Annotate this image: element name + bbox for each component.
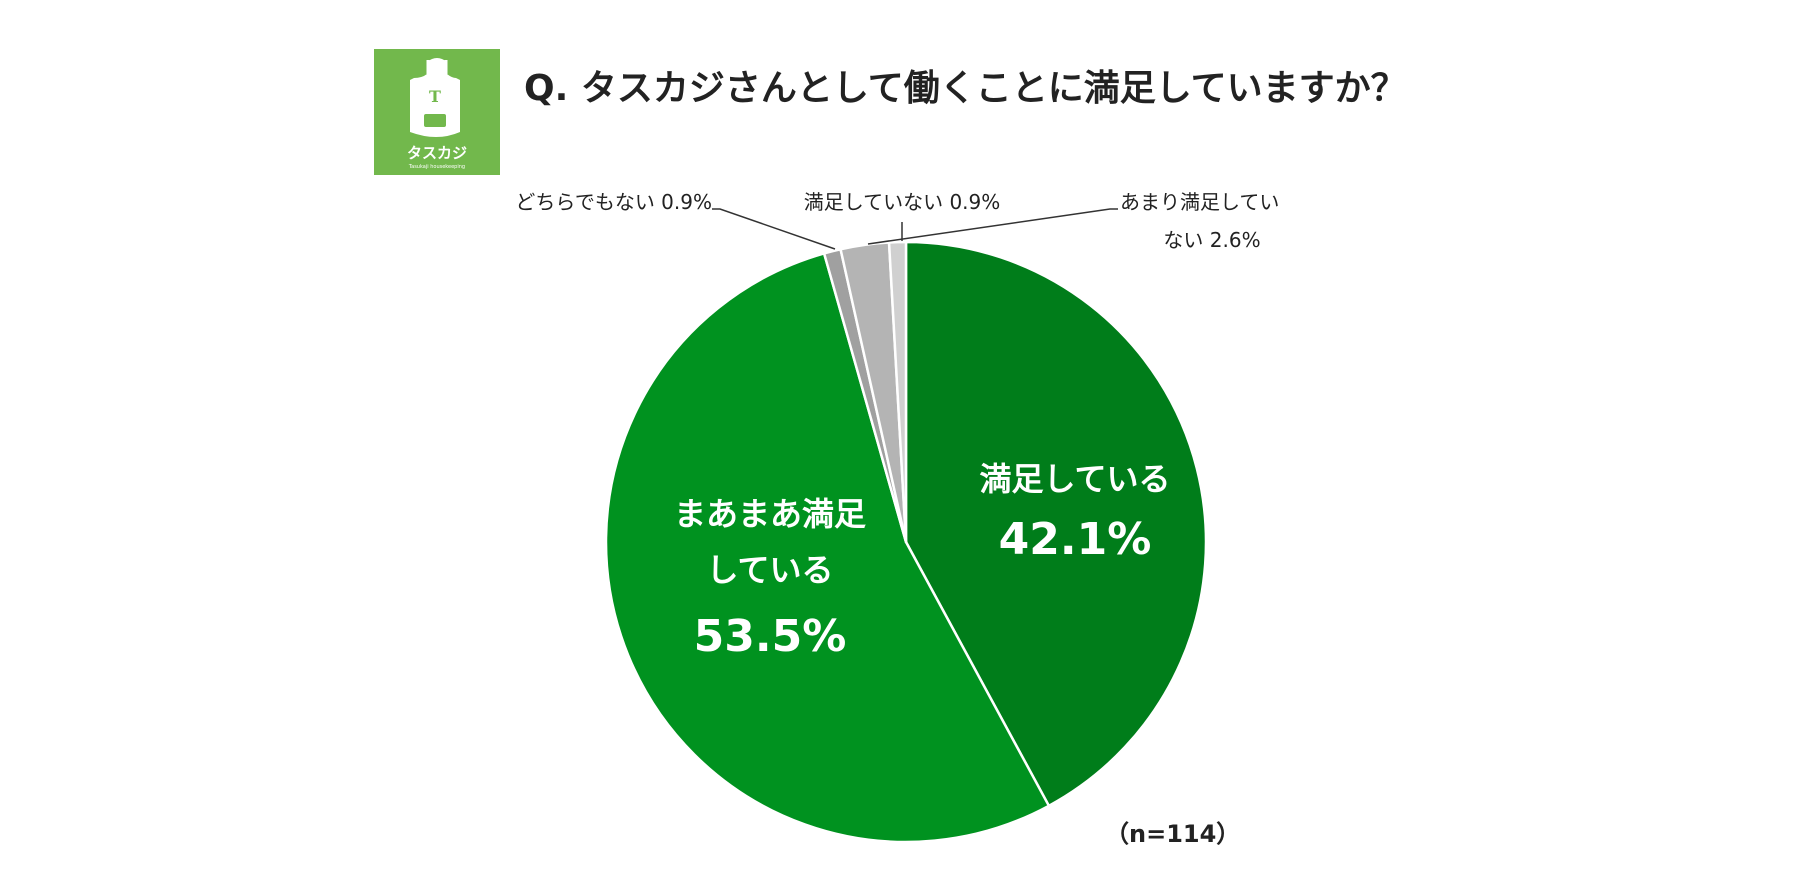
pie-slice-1 [604, 252, 1051, 844]
slice-label-1: まあまあ満足 [674, 495, 866, 533]
leader-line-somewhat-dissatisfied [867, 208, 1118, 245]
leader-line-neutral [712, 208, 836, 250]
slice-value-1: 53.5% [694, 611, 847, 662]
slice-label-4: 満足していない 0.9% [804, 190, 1001, 214]
leader-lines [712, 208, 1118, 250]
sample-size-note: （n=114） [1105, 820, 1240, 848]
chart-title: Q. タスカジさんとして働くことに満足していますか？ [524, 68, 1407, 109]
logo-text: タスカジ [407, 144, 467, 162]
slice-label-0: 満足している [979, 460, 1170, 498]
logo-subtext: Tasukaji housekeeping [408, 164, 465, 170]
pie-slice-0 [904, 240, 1208, 808]
pie-slice-4 [887, 240, 908, 544]
pie-slices [604, 240, 1208, 844]
slice-value-3: ない 2.6% [1163, 228, 1260, 252]
apron-icon [410, 58, 460, 137]
slice-label-3: あまり満足してい [1120, 190, 1279, 214]
slice-label-2: どちらでもない 0.9% [515, 190, 712, 214]
tasukaji-logo: T タスカジ Tasukaji housekeeping [374, 49, 500, 175]
logo-letter: T [429, 87, 441, 106]
slice-value-0: 42.1% [999, 514, 1152, 565]
slice-label-1: している [706, 551, 833, 589]
